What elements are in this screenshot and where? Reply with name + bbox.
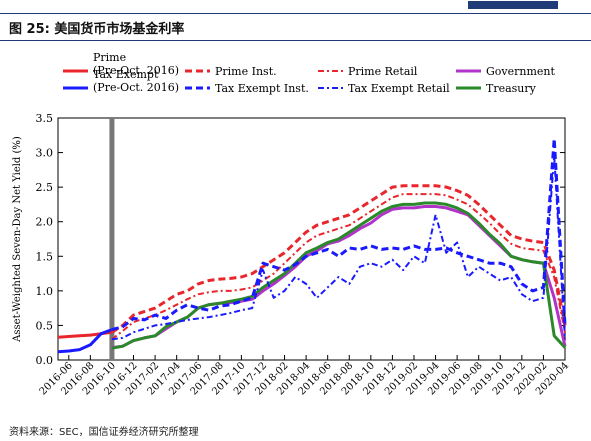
header-rule [0,13,591,14]
series-line-tax-exempt-retail [111,155,566,341]
legend-label-government: Government [486,65,556,78]
series-line-tax-exempt-pre-oct-2016 [57,328,113,354]
y-tick-label: 0.0 [36,354,54,367]
source-note: 资料来源：SEC，国信证券经济研究所整理 [9,427,199,438]
header-bar [0,0,591,14]
legend-label-tax-exempt-inst: Tax Exempt Inst. [215,82,309,95]
series-lines [57,137,567,354]
axes [57,117,566,361]
regime-divider-bar [109,118,115,360]
legend-label-tax-exempt-pre-oct-2016: Tax Exempt (Pre-Oct. 2016) [93,68,179,94]
legend-label-prime-retail: Prime Retail [348,65,418,78]
figure-title: 图 25: 美国货币市场基金利率 [9,22,185,37]
series-line-tax-exempt-inst [111,137,567,332]
money-market-yield-chart: Prime (Pre-Oct. 2016) Prime Inst. Prime Ret… [12,51,571,398]
y-tick-label: 1.5 [36,250,54,263]
plot-frame [57,117,566,361]
title-rule [0,40,591,41]
axis-labels: 0.00.51.01.52.02.53.03.52016-062016-0820… [12,112,571,398]
legend-label-prime-inst: Prime Inst. [215,65,277,78]
y-tick-label: 3.0 [36,147,54,160]
y-tick-label: 2.0 [36,216,54,229]
series-line-treasury [111,201,567,350]
y-tick-label: 3.5 [36,112,54,125]
header-accent [468,1,558,9]
series-line-prime-inst [111,184,567,334]
y-tick-label: 0.5 [36,319,54,332]
series-line-prime-retail [111,193,566,341]
legend-label-treasury: Treasury [486,82,537,95]
y-tick-label: 2.5 [36,181,54,194]
legend: Prime (Pre-Oct. 2016) Prime Inst. Prime Ret… [63,51,556,95]
legend-label-tax-exempt-retail: Tax Exempt Retail [348,82,450,95]
y-axis-label: Asset-Weighted Seven-Day Net Yield (%) [12,136,23,343]
legend-label-prime-pre-oct-2016: Prime (Pre-Oct. 2016) [93,51,179,77]
y-tick-label: 1.0 [36,285,54,298]
